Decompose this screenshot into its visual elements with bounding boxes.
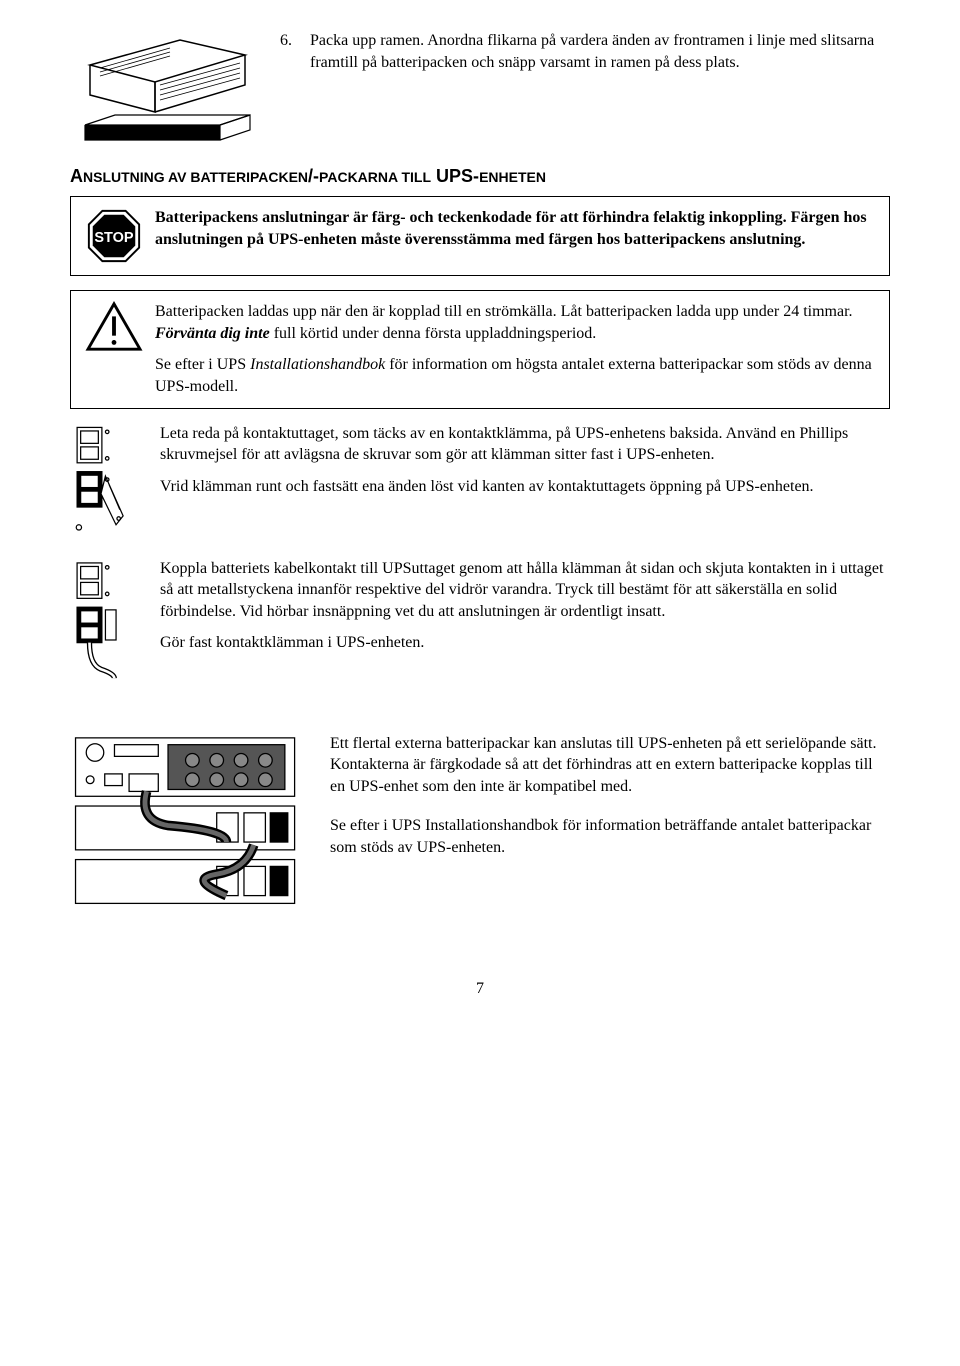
- stop-warning-box: STOP Batteripackens anslutningar är färg…: [70, 196, 890, 276]
- connector-step-2-text: Koppla batteriets kabelkontakt till UPSu…: [160, 558, 890, 664]
- step-6-text: Packa upp ramen. Anordna flikarna på var…: [310, 30, 890, 83]
- multi-battery-illustration: [70, 733, 330, 918]
- stop-icon: STOP: [85, 207, 155, 265]
- step-number: 6.: [280, 30, 310, 83]
- connector-step-1: Leta reda på kontaktuttaget, som täcks a…: [70, 423, 890, 538]
- rack-illustration: [70, 30, 280, 150]
- connector-step-2: Koppla batteriets kabelkontakt till UPSu…: [70, 558, 890, 683]
- svg-text:STOP: STOP: [94, 230, 134, 246]
- page-number: 7: [70, 978, 890, 1000]
- caution-triangle-icon: [85, 301, 155, 353]
- connector-panel-icon-1: [70, 423, 160, 538]
- caution-text: Batteripacken laddas upp när den är kopp…: [155, 301, 875, 397]
- section-heading: ANSLUTNING AV BATTERIPACKEN/-PACKARNA TI…: [70, 164, 890, 188]
- step-6-row: 6. Packa upp ramen. Anordna flikarna på …: [70, 30, 890, 150]
- multi-battery-row: Ett flertal externa batteripackar kan an…: [70, 733, 890, 918]
- caution-box: Batteripacken laddas upp när den är kopp…: [70, 290, 890, 408]
- stop-text: Batteripackens anslutningar är färg- och…: [155, 207, 875, 250]
- connector-panel-icon-2: [70, 558, 160, 683]
- connector-step-1-text: Leta reda på kontaktuttaget, som täcks a…: [160, 423, 890, 508]
- multi-battery-text: Ett flertal externa batteripackar kan an…: [330, 733, 890, 869]
